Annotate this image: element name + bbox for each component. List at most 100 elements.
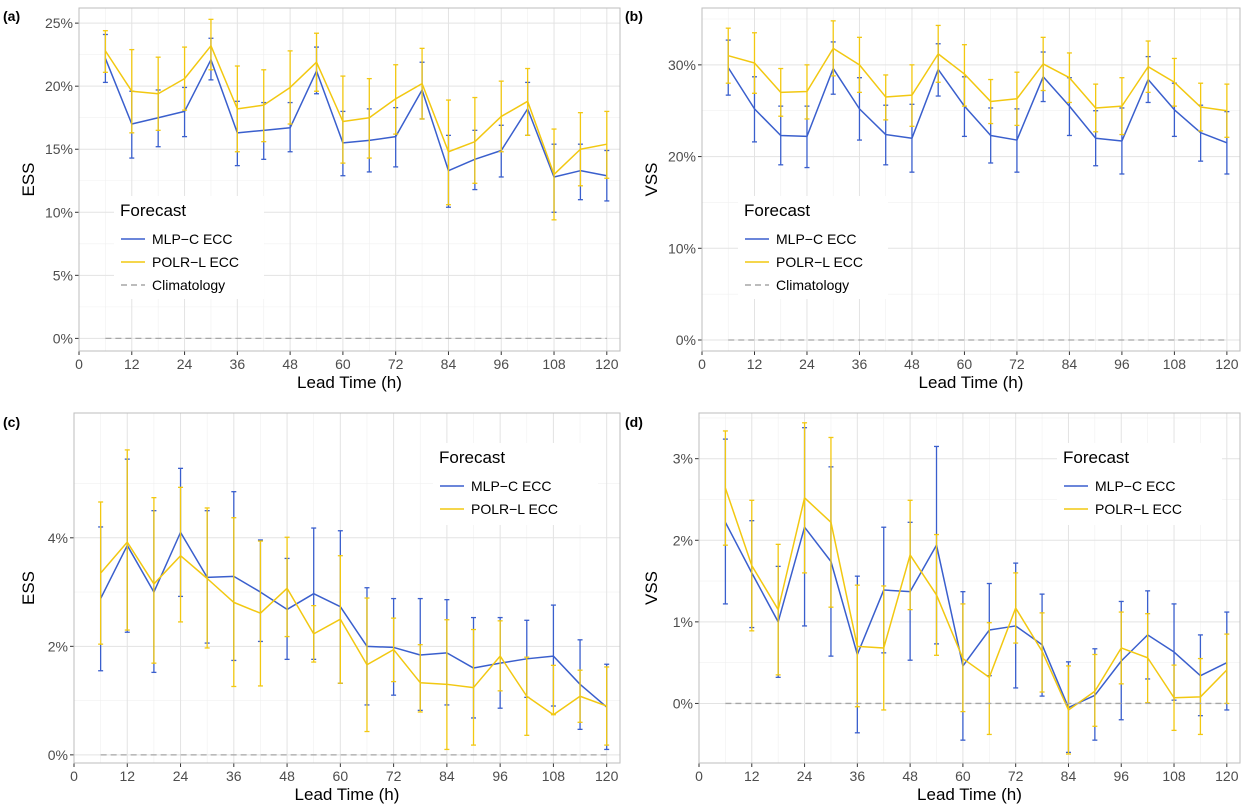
- series-line-mlp: [724, 521, 1228, 709]
- x-tick-label: 84: [439, 768, 455, 784]
- panel-label: (a): [3, 8, 20, 24]
- legend-title: Forecast: [120, 201, 186, 220]
- series-polr: [98, 449, 610, 751]
- x-tick-label: 0: [70, 768, 78, 784]
- x-tick-label: 12: [747, 356, 763, 372]
- x-tick-label: 36: [850, 768, 866, 784]
- x-tick-label: 96: [492, 768, 508, 784]
- x-tick-label: 24: [177, 356, 193, 372]
- y-tick-label: 20%: [668, 149, 696, 165]
- x-tick-label: 24: [799, 356, 815, 372]
- legend-label-mlp: MLP−C ECC: [1095, 478, 1176, 494]
- legend-label-clim: Climatology: [776, 277, 849, 293]
- x-tick-label: 60: [955, 768, 971, 784]
- y-tick-label: 2%: [48, 638, 68, 654]
- legend: Forecast MLP−C ECC POLR−L ECC: [1057, 443, 1222, 525]
- y-tick-label: 30%: [668, 57, 696, 73]
- x-tick-label: 12: [744, 768, 760, 784]
- x-tick-label: 48: [904, 356, 920, 372]
- legend-background: [1057, 443, 1222, 525]
- panel-d: (d) 0 12 24 36 48 60 72 84 96 108 120 0% 1% 2% 3% Lead T…: [625, 412, 1241, 804]
- series-line-polr: [100, 541, 607, 716]
- series-line-mlp: [104, 58, 607, 178]
- plot-background: [79, 8, 620, 351]
- x-tick-label: 108: [542, 356, 566, 372]
- series-line-polr: [728, 47, 1227, 112]
- x-tick-label: 0: [75, 356, 83, 372]
- y-tick-label: 0%: [673, 695, 693, 711]
- x-axis-label: Lead Time (h): [295, 785, 400, 804]
- panel-b: (b) 0 12 24 36 48 60 72 84 96 108 120 0% 10% 20% 30% Lea…: [625, 7, 1241, 392]
- panel-label: (b): [625, 8, 643, 24]
- x-tick-label: 60: [957, 356, 973, 372]
- y-tick-label: 2%: [673, 532, 693, 548]
- error-bar-polr: [124, 449, 130, 631]
- x-tick-label: 108: [542, 768, 566, 784]
- x-tick-label: 120: [595, 356, 619, 372]
- x-tick-label: 0: [695, 768, 703, 784]
- legend-background: [738, 196, 888, 299]
- series-polr: [725, 20, 1230, 138]
- error-bar-polr: [986, 622, 992, 736]
- x-tick-label: 60: [333, 768, 349, 784]
- plot-border: [698, 412, 1241, 764]
- x-tick-label: 120: [595, 768, 619, 784]
- y-tick-label: 0%: [676, 332, 696, 348]
- plot-background: [702, 8, 1240, 351]
- legend-label-mlp: MLP−C ECC: [471, 478, 552, 494]
- x-tick-label: 0: [698, 356, 706, 372]
- series-layer: [102, 18, 610, 340]
- x-tick-label: 48: [279, 768, 295, 784]
- series-line-mlp: [727, 67, 1228, 144]
- x-tick-label: 120: [1215, 768, 1239, 784]
- series-layer: [98, 449, 610, 756]
- series-polr: [102, 18, 610, 221]
- series-line-polr: [724, 487, 1228, 711]
- error-bar-polr: [472, 96, 478, 184]
- series-layer: [722, 422, 1230, 755]
- y-tick-label: 20%: [45, 78, 73, 94]
- x-tick-label: 120: [1215, 356, 1239, 372]
- legend-background: [114, 196, 264, 299]
- series-polr: [722, 422, 1230, 755]
- y-axis-label: ESS: [19, 571, 38, 605]
- plot-border: [73, 412, 621, 764]
- y-tick-label: 25%: [45, 15, 73, 31]
- x-tick-label: 72: [388, 356, 404, 372]
- x-tick-label: 84: [1061, 768, 1077, 784]
- y-tick-label: 10%: [45, 204, 73, 220]
- x-tick-label: 96: [1114, 356, 1130, 372]
- legend: Forecast MLP−C ECC POLR−L ECC: [433, 443, 598, 525]
- y-tick-label: 0%: [53, 330, 73, 346]
- x-tick-label: 24: [797, 768, 813, 784]
- x-tick-label: 96: [493, 356, 509, 372]
- error-bar-polr: [961, 44, 967, 107]
- x-tick-label: 72: [1009, 356, 1025, 372]
- legend-label-mlp: MLP−C ECC: [152, 231, 233, 247]
- y-axis-label: ESS: [19, 162, 38, 196]
- x-axis-label: Lead Time (h): [297, 373, 402, 392]
- series-layer: [725, 20, 1230, 341]
- legend-label-polr: POLR−L ECC: [776, 254, 863, 270]
- y-axis-label: VSS: [642, 571, 661, 605]
- error-bar-polr: [1224, 83, 1230, 138]
- y-axis-label: VSS: [642, 162, 661, 196]
- panel-label: (d): [625, 414, 643, 430]
- panel-label: (c): [3, 414, 20, 430]
- error-bar-polr: [151, 497, 157, 664]
- legend-title: Forecast: [439, 448, 505, 467]
- y-tick-label: 0%: [48, 747, 68, 763]
- x-tick-label: 108: [1162, 768, 1186, 784]
- x-tick-label: 12: [119, 768, 135, 784]
- panel-a: (a) 0 12 24 36 48 60 72 84 96 108 120 0% 5% 10% 15% 20% 2…: [3, 7, 621, 392]
- error-bar-polr: [208, 18, 214, 71]
- legend-background: [433, 443, 598, 525]
- error-bar-polr: [284, 536, 290, 638]
- x-tick-label: 12: [124, 356, 140, 372]
- legend-label-mlp: MLP−C ECC: [776, 231, 857, 247]
- y-tick-label: 15%: [45, 141, 73, 157]
- legend-label-polr: POLR−L ECC: [471, 501, 558, 517]
- plot-border: [78, 7, 621, 352]
- x-tick-label: 60: [335, 356, 351, 372]
